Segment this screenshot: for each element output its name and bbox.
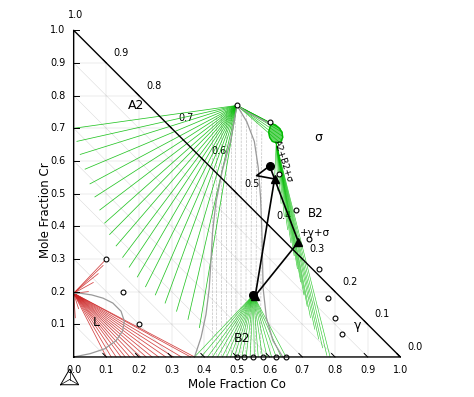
Text: 0.3: 0.3 (310, 244, 325, 254)
Text: 0.0: 0.0 (408, 342, 423, 352)
Text: B2: B2 (308, 207, 323, 220)
Text: +γ+σ: +γ+σ (301, 228, 330, 238)
Text: A2: A2 (128, 99, 144, 112)
Text: 1.0: 1.0 (50, 25, 65, 35)
Text: 0.8: 0.8 (328, 365, 343, 375)
Text: 0.1: 0.1 (99, 365, 114, 375)
Polygon shape (269, 123, 283, 143)
Text: 0.8: 0.8 (146, 81, 162, 91)
Text: 0.2: 0.2 (131, 365, 146, 375)
Text: 0.6: 0.6 (262, 365, 277, 375)
Text: 0.4: 0.4 (50, 221, 65, 231)
Text: 0.9: 0.9 (50, 58, 65, 68)
Text: 0.9: 0.9 (360, 365, 375, 375)
Text: 0.2: 0.2 (50, 287, 65, 297)
Text: B2: B2 (234, 333, 250, 345)
Text: σ: σ (315, 131, 323, 144)
Text: 0.1: 0.1 (375, 309, 390, 320)
Text: 0.3: 0.3 (164, 365, 179, 375)
Text: 0.7: 0.7 (295, 365, 310, 375)
Text: 0.5: 0.5 (229, 365, 245, 375)
Text: 0.6: 0.6 (50, 156, 65, 166)
Text: 1.0: 1.0 (68, 10, 83, 21)
Text: L: L (92, 316, 100, 329)
Text: 0.0: 0.0 (66, 365, 82, 375)
Text: 0.6: 0.6 (211, 146, 227, 156)
Text: 0.3: 0.3 (50, 254, 65, 264)
Text: 0.9: 0.9 (113, 48, 129, 58)
Text: 0.8: 0.8 (50, 91, 65, 100)
Text: 0.7: 0.7 (179, 114, 194, 123)
Text: 0.4: 0.4 (277, 211, 292, 222)
Text: 0.5: 0.5 (244, 179, 260, 189)
Text: 0.5: 0.5 (50, 189, 65, 198)
Text: 0.2: 0.2 (342, 277, 357, 287)
Text: A2+B2+σ: A2+B2+σ (272, 139, 294, 183)
Text: 0.4: 0.4 (197, 365, 212, 375)
Text: 0.7: 0.7 (50, 123, 65, 133)
Text: Mole Fraction Cr: Mole Fraction Cr (39, 162, 53, 258)
Text: γ: γ (354, 320, 362, 332)
Text: 0.1: 0.1 (50, 319, 65, 329)
Text: Mole Fraction Co: Mole Fraction Co (188, 378, 286, 391)
Text: 1.0: 1.0 (392, 365, 408, 375)
